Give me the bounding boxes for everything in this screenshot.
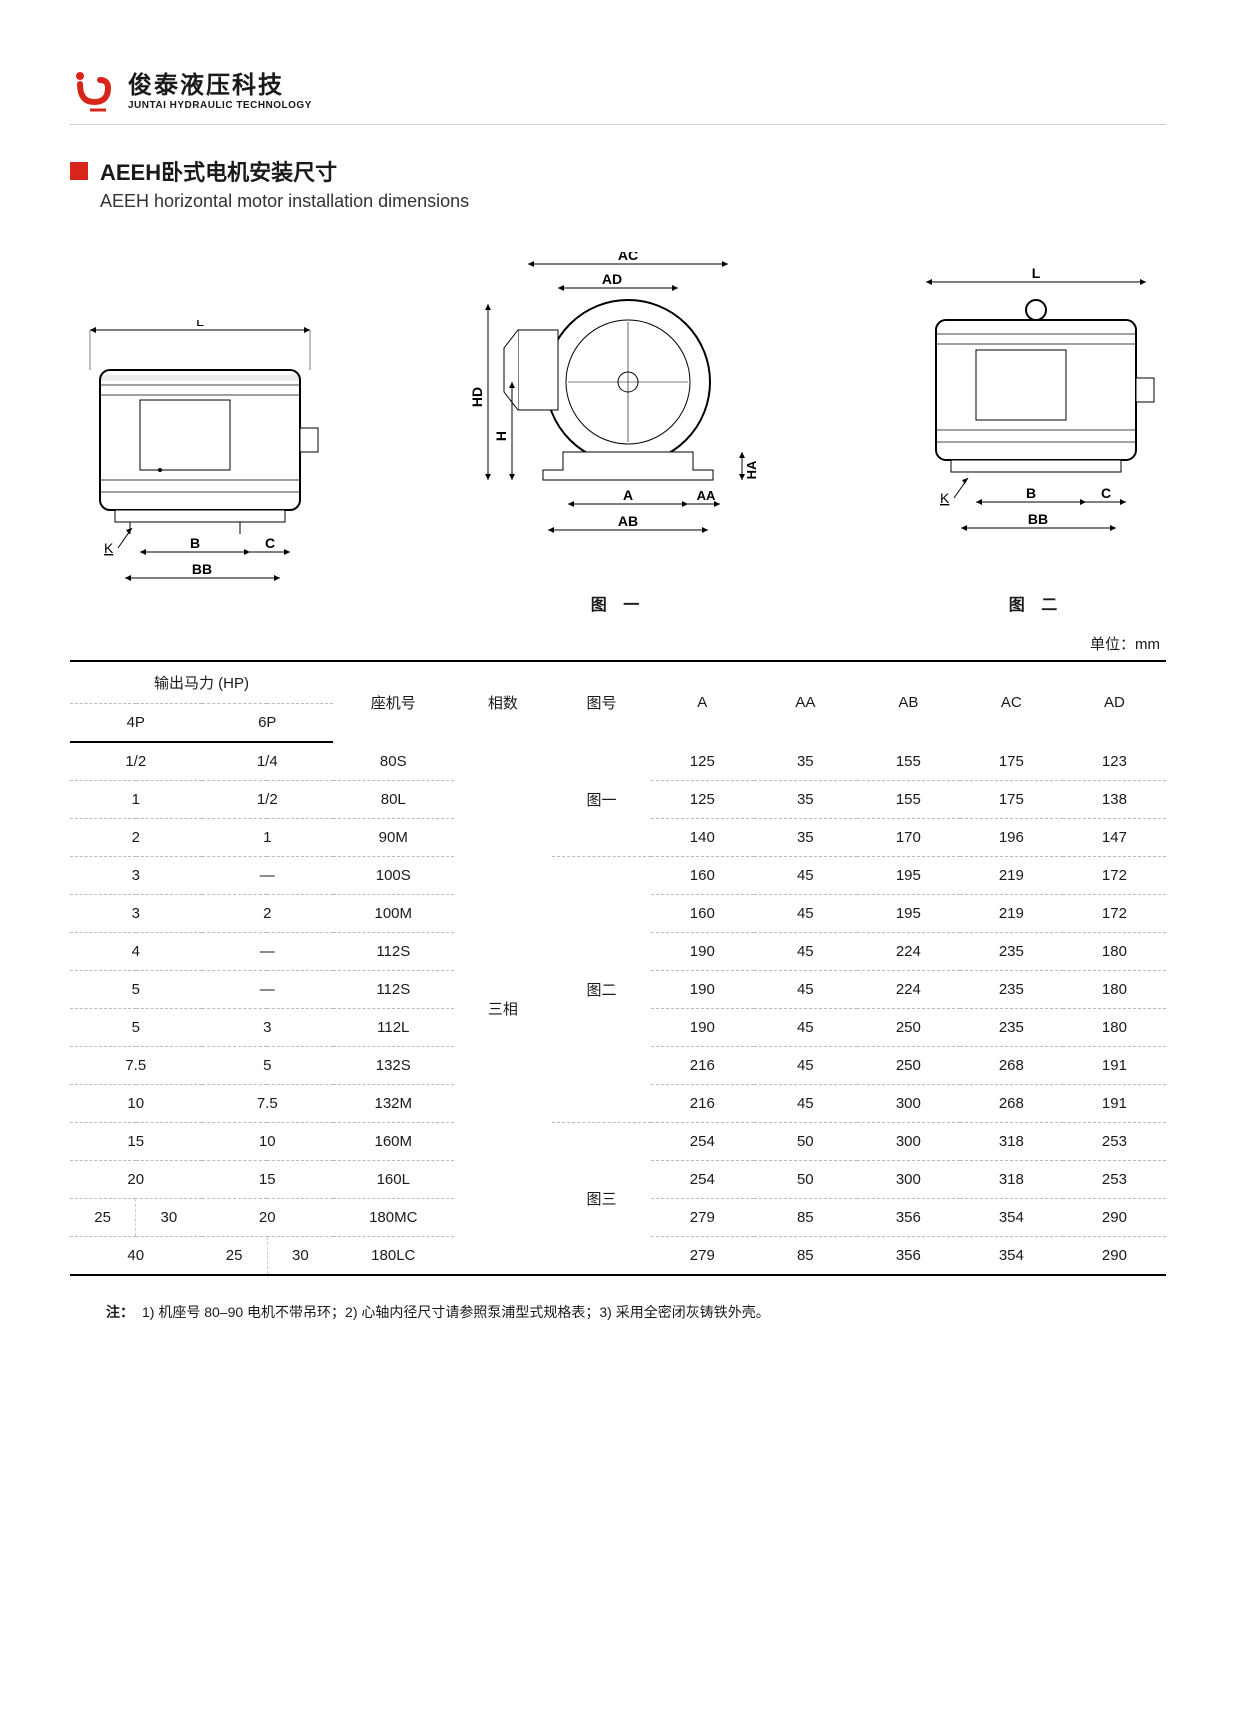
note-label: 注：: [106, 1304, 134, 1320]
note-text: 1) 机座号 80–90 电机不带吊环；2) 心轴内径尺寸请参照泵浦型式规格表；…: [142, 1304, 770, 1320]
diagram-1-side: L K B C BB: [70, 320, 330, 615]
th-hp: 输出马力 (HP): [70, 661, 333, 704]
motor-side-view-icon: L K B C BB: [70, 320, 330, 610]
section-title-en: AEEH horizontal motor installation dimen…: [100, 191, 1166, 212]
svg-text:L: L: [196, 320, 204, 329]
diagram-1-front: AC AD HD H HA A AA: [468, 252, 768, 615]
logo-icon: [70, 70, 114, 114]
th-fig: 图号: [552, 661, 651, 742]
cell-fig1: 图一: [552, 742, 651, 857]
unit-label: 单位：mm: [70, 633, 1166, 654]
footnote: 注： 1) 机座号 80–90 电机不带吊环；2) 心轴内径尺寸请参照泵浦型式规格…: [70, 1302, 1166, 1322]
svg-text:BB: BB: [1028, 511, 1048, 527]
diagram-2-caption: 图 二: [906, 591, 1166, 615]
table-row: 1/21/480S 三相 图一 12535155175123: [70, 742, 1166, 781]
svg-text:C: C: [265, 535, 275, 551]
cell-fig2: 图二: [552, 857, 651, 1123]
svg-text:BB: BB: [192, 561, 212, 577]
cell-phase: 三相: [454, 742, 553, 1275]
dimensions-table: 输出马力 (HP) 座机号 相数 图号 A AA AB AC AD 4P 6P …: [70, 660, 1166, 1276]
page-header: 俊泰液压科技 JUNTAI HYDRAULIC TECHNOLOGY: [70, 70, 1166, 125]
th-6p: 6P: [202, 704, 334, 743]
th-seat: 座机号: [333, 661, 454, 742]
svg-text:AB: AB: [618, 513, 638, 529]
logo-text: 俊泰液压科技 JUNTAI HYDRAULIC TECHNOLOGY: [128, 73, 312, 110]
accent-square: [70, 162, 88, 180]
svg-text:K: K: [940, 490, 950, 506]
svg-text:A: A: [623, 487, 633, 503]
th-phase: 相数: [454, 661, 553, 742]
svg-text:AA: AA: [697, 488, 716, 503]
table-row: 3—100S 图二 16045195219172: [70, 857, 1166, 895]
cell-fig3: 图三: [552, 1123, 651, 1276]
section-title-cn: AEEH卧式电机安装尺寸: [100, 155, 337, 187]
svg-text:AD: AD: [602, 271, 622, 287]
table-row: 1510160M 图三 25450300318253: [70, 1123, 1166, 1161]
svg-text:H: H: [493, 431, 509, 441]
diagram-2: L K B C BB 图 二: [906, 262, 1166, 615]
th-4p: 4P: [70, 704, 202, 743]
svg-text:AC: AC: [618, 252, 638, 263]
company-name-en: JUNTAI HYDRAULIC TECHNOLOGY: [128, 100, 312, 111]
svg-text:K: K: [104, 540, 114, 556]
th-AD: AD: [1063, 661, 1166, 742]
svg-text:HA: HA: [744, 460, 759, 479]
svg-text:C: C: [1101, 485, 1111, 501]
th-AC: AC: [960, 661, 1063, 742]
motor-side-view-2-icon: L K B C BB: [906, 262, 1166, 572]
company-name-cn: 俊泰液压科技: [128, 73, 312, 99]
th-A: A: [651, 661, 754, 742]
section-title: AEEH卧式电机安装尺寸: [70, 155, 1166, 187]
diagram-row: L K B C BB: [70, 252, 1166, 615]
svg-text:L: L: [1032, 265, 1041, 281]
svg-text:HD: HD: [469, 387, 485, 407]
svg-text:B: B: [190, 535, 200, 551]
th-AB: AB: [857, 661, 960, 742]
table-body: 1/21/480S 三相 图一 12535155175123 11/280L12…: [70, 742, 1166, 1275]
svg-text:B: B: [1026, 485, 1036, 501]
diagram-1-caption: 图 一: [468, 591, 768, 615]
motor-front-view-icon: AC AD HD H HA A AA: [468, 252, 768, 572]
th-AA: AA: [754, 661, 857, 742]
